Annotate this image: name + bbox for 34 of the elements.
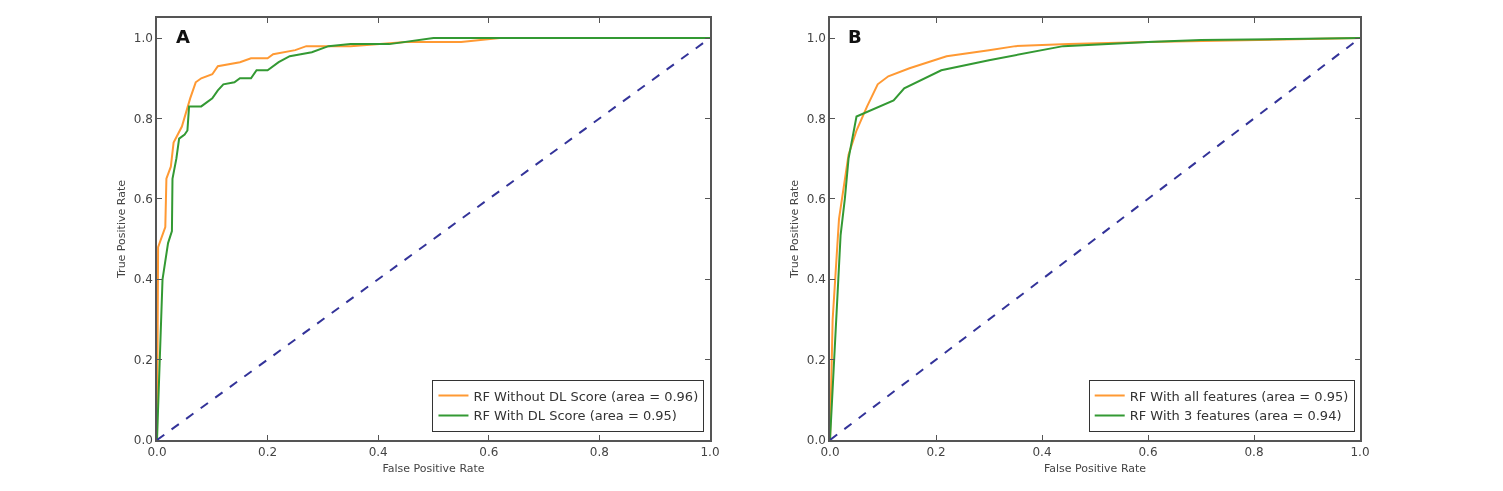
y-tick-label: 0.8 <box>133 111 153 126</box>
y-tick-label: 0.6 <box>806 192 826 207</box>
legend-label: RF With all features (area = 0.95) <box>1129 388 1349 404</box>
x-tick-label: 0.0 <box>147 445 167 460</box>
x-tick-label: 0.8 <box>589 445 609 460</box>
x-tick-label: 0.6 <box>1138 445 1158 460</box>
y-tick-label: 0.2 <box>806 352 826 367</box>
x-axis-title: False Positive Rate <box>382 461 485 475</box>
y-tick-label: 0.4 <box>133 272 153 287</box>
x-tick-label: 0.2 <box>258 445 278 460</box>
x-tick-label: 0.2 <box>926 445 946 460</box>
legend-label: RF With DL Score (area = 0.95) <box>473 408 677 424</box>
x-tick-label: 1.0 <box>1350 445 1370 460</box>
x-tick-label: 0.6 <box>479 445 499 460</box>
text: A <box>176 26 190 47</box>
y-tick-label: 0.2 <box>133 352 153 367</box>
x-tick-label: 0.8 <box>1244 445 1264 460</box>
x-tick-label: 0.4 <box>1032 445 1052 460</box>
y-tick-label: 0.6 <box>133 192 153 207</box>
text: B <box>848 26 862 47</box>
y-tick-label: 0.0 <box>133 433 153 448</box>
y-tick-label: 0.4 <box>806 272 826 287</box>
y-axis-title: True Positive Rate <box>787 179 801 279</box>
x-tick-label: 0.0 <box>820 445 840 460</box>
y-tick-label: 1.0 <box>133 31 153 46</box>
x-tick-label: 1.0 <box>700 445 720 460</box>
x-axis-title: False Positive Rate <box>1043 461 1147 475</box>
legend-label: RF Without DL Score (area = 0.96) <box>473 388 699 404</box>
y-tick-label: 1.0 <box>806 31 826 46</box>
x-tick-label: 0.4 <box>368 445 388 460</box>
y-tick-label: 0.8 <box>806 111 826 126</box>
y-tick-label: 0.0 <box>806 433 826 448</box>
legend-label: RF With 3 features (area = 0.94) <box>1129 408 1342 424</box>
y-axis-title: True Positive Rate <box>114 179 128 279</box>
